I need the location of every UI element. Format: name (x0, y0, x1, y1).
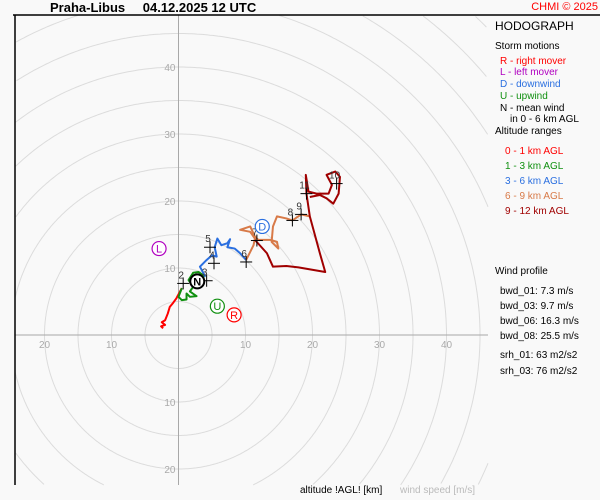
storm-motion-label-l: L (156, 244, 162, 256)
tick-label-down: 10 (164, 398, 176, 409)
tick-label-right: 30 (374, 340, 386, 351)
speed-ring (359, 335, 414, 485)
altitude-marker-label: 2 (178, 270, 184, 281)
altitude-marker-label: 5 (205, 234, 211, 245)
speed-ring (15, 133, 380, 335)
speed-ring (14, 167, 347, 335)
storm-motion-marker-d (254, 218, 270, 235)
hodograph-line-4 (254, 170, 341, 274)
copyright: CHMI © 2025 (531, 1, 598, 13)
tick-label-left: 10 (106, 340, 118, 351)
station-name: Praha-Libus (50, 0, 126, 15)
tick-label-up: 40 (164, 63, 176, 74)
altitude-legend-item: 9 - 12 km AGL (505, 206, 569, 217)
tick-label-left: 20 (39, 340, 51, 351)
bwd-01: bwd_01: 7.3 m/s (500, 286, 574, 297)
altitude-marker-label: 7 (252, 228, 258, 239)
storm-motion-label-r: R (230, 310, 238, 322)
altitude-legend-item: 1 - 3 km AGL (505, 161, 564, 172)
storm-legend-item: L - left mover (500, 67, 558, 78)
wind-speed-unit-label: wind speed [m/s] (400, 485, 476, 496)
tick-label-right: 40 (441, 340, 453, 351)
srh-03: srh_03: 76 m2/s2 (500, 366, 578, 377)
speed-ring (15, 15, 78, 43)
datetime: 04.12.2025 12 UTC (142, 0, 257, 15)
bwd-06: bwd_06: 16.3 m/s (500, 316, 579, 327)
tick-label-down: 20 (164, 465, 176, 476)
speed-ring (15, 452, 45, 485)
tick-label-up: 10 (164, 264, 176, 275)
storm-legend-item: D - downwind (500, 79, 561, 90)
speed-ring (422, 15, 487, 77)
tick-label-right: 20 (307, 340, 319, 351)
altitude-legend-item: 6 - 9 km AGL (505, 191, 564, 202)
speed-ring (440, 335, 481, 484)
altitude-marker-label: 6 (241, 249, 247, 260)
speed-ring (14, 372, 105, 486)
bwd-08: bwd_08: 25.5 m/s (500, 331, 579, 342)
speed-ring (279, 15, 489, 207)
altitude-marker-label: 9 (296, 201, 302, 212)
hodograph-line-0 (160, 287, 183, 330)
bwd-03: bwd_03: 9.7 m/s (500, 301, 574, 312)
storm-motions-title: Storm motions (495, 41, 560, 52)
grid-rings (14, 15, 489, 486)
storm-legend-item: N - mean wind (500, 103, 565, 114)
speed-ring (312, 335, 380, 485)
speed-ring (15, 100, 414, 335)
storm-motion-marker-l (151, 240, 167, 257)
altitude-legend-item: 0 - 1 km AGL (505, 146, 564, 157)
altitude-marker-label: 8 (288, 207, 294, 218)
altitude-marker-label: 11 (299, 181, 310, 192)
wind-profile-title: Wind profile (495, 266, 548, 277)
hodograph-line-3 (239, 213, 311, 261)
speed-ring (16, 33, 481, 335)
speed-ring (400, 335, 447, 486)
storm-motion-marker-u (209, 298, 225, 314)
srh-01: srh_01: 63 m2/s2 (500, 350, 578, 361)
storm-motion-label-d: D (258, 221, 266, 233)
chart-header: Praha-Libus 04.12.2025 12 UTC (50, 0, 270, 16)
tick-label-right: 10 (240, 340, 252, 351)
altitude-marker-label: 10 (329, 171, 341, 182)
speed-ring (477, 463, 489, 485)
speed-ring (15, 66, 447, 335)
altitude-legend-item: 3 - 6 km AGL (505, 176, 564, 187)
storm-motion-marker-n (189, 273, 206, 290)
altitude-marker-label: 3 (202, 268, 208, 279)
storm-motion-marker-r (226, 307, 242, 323)
storm-legend-item: R - right mover (500, 56, 567, 67)
hodograph-line-1 (177, 271, 206, 302)
speed-ring (252, 335, 347, 486)
storm-legend-item: in 0 - 6 km AGL (510, 114, 579, 125)
tick-label-up: 20 (164, 197, 176, 208)
storm-motion-label-n: N (193, 276, 201, 288)
speed-ring (475, 16, 487, 28)
altitude-ranges-title: Altitude ranges (495, 126, 562, 137)
altitude-marker-label: 4 (209, 250, 215, 261)
altitude-unit-label: altitude !AGL! [km] (300, 485, 383, 496)
storm-motion-label-u: U (213, 301, 221, 313)
speed-ring (362, 15, 489, 135)
hodograph-line-2 (198, 237, 247, 278)
panel-title: HODOGRAPH (495, 19, 574, 33)
storm-legend-item: U - upwind (500, 91, 548, 102)
tick-label-up: 30 (164, 130, 176, 141)
